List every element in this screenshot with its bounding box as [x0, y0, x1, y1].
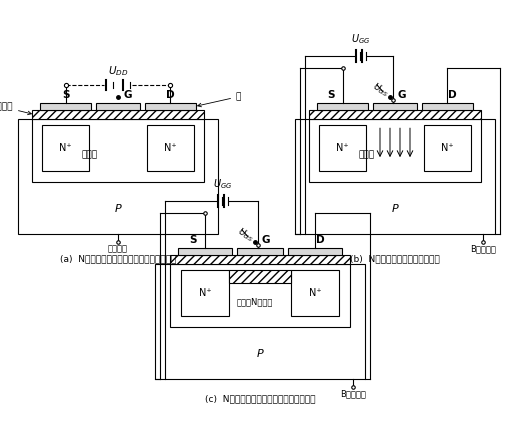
Bar	[147, 125, 193, 171]
Text: S: S	[62, 90, 69, 100]
Text: N⁺: N⁺	[336, 143, 349, 153]
Text: 铝: 铝	[198, 92, 241, 107]
Bar	[288, 248, 342, 255]
Bar	[170, 264, 350, 327]
Bar	[373, 103, 417, 110]
Text: N⁺: N⁺	[309, 288, 321, 298]
Text: B衬底引线: B衬底引线	[470, 244, 496, 253]
Bar	[237, 248, 283, 255]
Text: G: G	[397, 90, 405, 100]
Bar	[317, 103, 368, 110]
Bar	[178, 248, 232, 255]
Bar	[290, 270, 339, 316]
Text: 耗尽层N型沟道: 耗尽层N型沟道	[237, 298, 273, 307]
Text: G: G	[124, 90, 132, 100]
Text: $U_{GG}$: $U_{GG}$	[351, 32, 370, 46]
Text: N⁺: N⁺	[59, 143, 72, 153]
Text: D: D	[166, 90, 175, 100]
Text: P: P	[114, 204, 121, 214]
Bar	[32, 119, 204, 182]
Text: $U_{GS}$: $U_{GS}$	[370, 80, 392, 100]
Bar	[424, 125, 471, 171]
Text: $U_{DD}$: $U_{DD}$	[108, 64, 128, 78]
Text: N⁺: N⁺	[199, 288, 211, 298]
Bar	[295, 119, 495, 234]
Bar	[42, 125, 89, 171]
Text: D: D	[448, 90, 457, 100]
Text: $U_{GS}$: $U_{GS}$	[235, 225, 257, 245]
Bar	[96, 103, 140, 110]
Bar	[170, 255, 350, 264]
Text: N⁺: N⁺	[441, 143, 454, 153]
Bar	[229, 270, 290, 283]
Text: P: P	[257, 349, 263, 359]
Text: 耗尽层: 耗尽层	[82, 151, 98, 160]
Bar	[309, 110, 481, 119]
Bar	[319, 125, 366, 171]
Bar	[18, 119, 218, 234]
Text: (b)  N沟道增强型场效应管的电场: (b) N沟道增强型场效应管的电场	[350, 254, 440, 263]
Text: (a)  N沟道增强型场效应管源极和衬底的联结: (a) N沟道增强型场效应管源极和衬底的联结	[60, 254, 176, 263]
Bar	[309, 119, 481, 182]
Text: D: D	[316, 235, 324, 245]
Bar	[32, 110, 204, 119]
Text: (c)  N沟道增强型场效应管导电沟道的导通: (c) N沟道增强型场效应管导电沟道的导通	[205, 394, 315, 403]
Text: $U_{GG}$: $U_{GG}$	[213, 177, 233, 191]
Text: P: P	[392, 204, 399, 214]
Bar	[40, 103, 91, 110]
Text: B衬底引线: B衬底引线	[340, 389, 366, 398]
Text: G: G	[262, 235, 270, 245]
Text: N⁺: N⁺	[164, 143, 177, 153]
Text: 二氧化硅: 二氧化硅	[0, 102, 31, 115]
Bar	[155, 264, 365, 379]
Text: S: S	[189, 235, 197, 245]
Bar	[422, 103, 473, 110]
Bar	[145, 103, 196, 110]
Text: S: S	[327, 90, 334, 100]
Bar	[181, 270, 229, 316]
Text: 耗尽层: 耗尽层	[359, 151, 375, 160]
Text: 衬底引线: 衬底引线	[108, 244, 128, 253]
